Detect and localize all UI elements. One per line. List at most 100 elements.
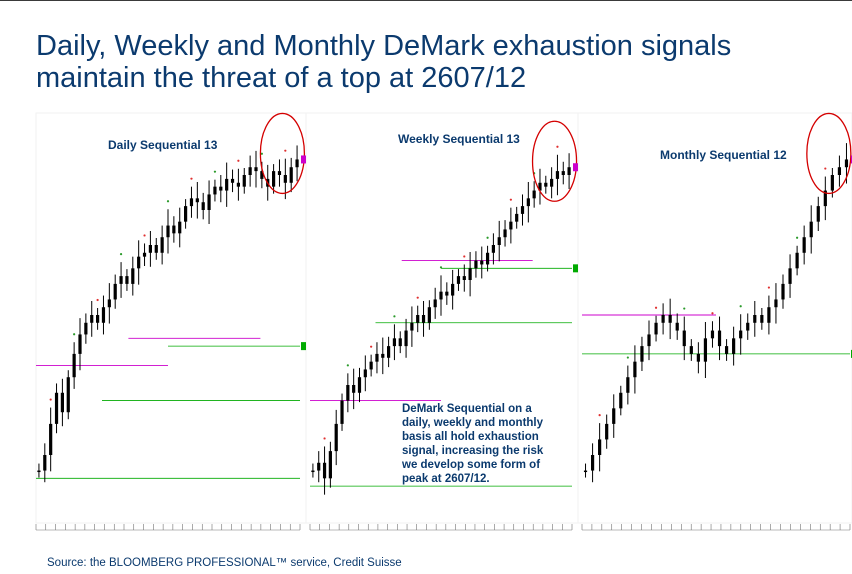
price-candle: [254, 167, 258, 172]
price-candle: [66, 377, 70, 413]
price-candle: [357, 377, 362, 393]
price-candle: [317, 462, 321, 471]
price-candle: [633, 361, 637, 378]
price-candle: [462, 276, 466, 280]
sequential-count-mark: [739, 305, 742, 308]
price-candle: [54, 392, 59, 424]
sequential-count-mark: [49, 398, 52, 401]
sequential-count-mark: [96, 298, 99, 302]
price-candle: [207, 194, 211, 210]
price-candle: [404, 330, 408, 347]
price-candle: [189, 198, 194, 207]
price-candle: [37, 470, 41, 473]
price-candle: [710, 330, 715, 339]
slide-title: Daily, Weekly and Monthly DeMark exhaust…: [36, 30, 836, 94]
price-candle: [283, 175, 287, 183]
sequential-count-mark: [556, 145, 559, 148]
price-candle: [433, 299, 437, 308]
price-candle: [60, 392, 64, 413]
price-candle: [497, 237, 501, 245]
price-candle: [43, 455, 47, 471]
sequential-count-mark: [683, 307, 686, 310]
price-candle: [230, 178, 235, 183]
annotation-line-3: basis all hold exhaustion: [402, 431, 539, 443]
price-candle: [137, 256, 141, 269]
signal-circle-icon: [259, 112, 306, 195]
sequential-count-mark: [370, 345, 373, 348]
price-candle: [746, 322, 750, 331]
price-candle: [334, 423, 338, 452]
annotation-line-2: daily, weekly and monthly: [402, 417, 544, 429]
price-candle: [166, 225, 170, 238]
price-candle: [837, 167, 842, 175]
price-candle: [532, 190, 536, 199]
price-candle: [640, 346, 644, 362]
price-candle: [201, 202, 205, 210]
price-candle: [509, 221, 513, 230]
price-candle: [661, 315, 665, 323]
price-candle: [416, 315, 420, 323]
price-candle: [410, 322, 414, 331]
sequential-count-mark: [486, 236, 489, 239]
panel-title-monthly: Monthly Sequential 12: [660, 148, 787, 162]
sequential-count-mark: [260, 152, 263, 155]
price-candle: [526, 198, 530, 207]
sequential-count-mark: [598, 414, 601, 417]
price-candle: [788, 268, 792, 284]
price-candle: [612, 408, 616, 424]
price-candle: [49, 423, 53, 455]
price-candle: [774, 299, 778, 308]
price-candle: [468, 268, 472, 280]
price-candle: [311, 470, 315, 473]
sequential-count-mark: [237, 159, 240, 162]
price-candle: [154, 245, 158, 253]
price-candle: [213, 186, 217, 195]
sequential-count-mark: [143, 234, 146, 237]
price-candle: [322, 462, 327, 479]
price-candle: [219, 186, 223, 191]
price-candle: [225, 178, 229, 191]
chart-panel-daily: [35, 112, 307, 524]
price-candle: [78, 334, 82, 354]
price-candle: [668, 315, 672, 323]
price-candle: [236, 182, 240, 187]
price-candle: [84, 322, 88, 335]
price-candle: [375, 353, 379, 362]
price-candle: [96, 315, 100, 323]
price-candle: [619, 392, 623, 409]
price-candle: [363, 369, 367, 378]
sequential-count-mark: [626, 356, 629, 359]
price-candle: [675, 322, 679, 331]
annotation-line-6: peak at 2607/12.: [402, 473, 490, 485]
price-candle: [696, 353, 700, 362]
sequential-count-mark: [166, 200, 170, 203]
price-candle: [520, 206, 525, 214]
sequential-count-mark: [654, 306, 658, 309]
price-candle: [295, 159, 299, 168]
price-candle: [369, 361, 373, 370]
price-candle: [590, 455, 595, 471]
title-line-2: maintain the threat of a top at 2607/12: [36, 62, 527, 94]
sequential-count-mark: [796, 236, 799, 239]
sequential-count-mark: [346, 364, 349, 367]
panel-title-weekly: Weekly Sequential 13: [398, 132, 520, 146]
price-candle: [724, 346, 729, 354]
price-candle: [392, 338, 397, 347]
price-candle: [172, 225, 176, 234]
price-candle: [717, 330, 722, 347]
annotation-line-1: DeMark Sequential on a: [402, 403, 532, 415]
price-candle: [781, 283, 785, 300]
sequential-count-mark: [509, 198, 512, 201]
price-candle: [439, 291, 443, 300]
sequential-count-mark: [73, 333, 76, 336]
sequential-count-mark: [213, 170, 217, 173]
price-candle: [474, 260, 478, 269]
price-candle: [583, 470, 588, 473]
signal-circle-icon: [806, 112, 852, 195]
price-candle: [195, 198, 199, 203]
price-candle: [456, 276, 461, 284]
level-marker-magenta: [573, 163, 578, 172]
sequential-count-mark: [119, 253, 123, 256]
price-candle: [160, 237, 164, 253]
price-candle: [703, 338, 708, 362]
